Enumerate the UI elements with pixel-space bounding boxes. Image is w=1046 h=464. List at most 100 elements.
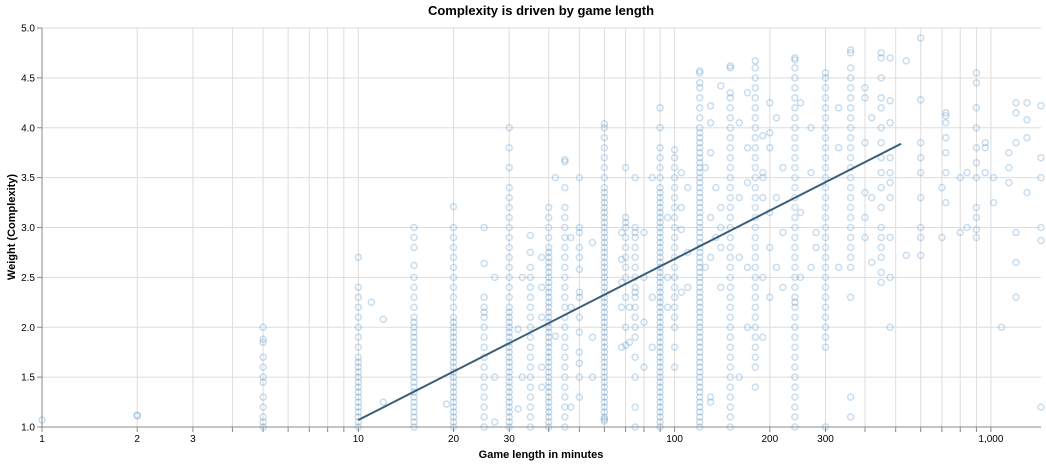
data-point bbox=[695, 268, 704, 277]
data-point bbox=[1005, 163, 1013, 172]
data-point bbox=[561, 383, 569, 391]
data-point bbox=[656, 104, 664, 112]
data-point bbox=[505, 303, 513, 312]
data-point bbox=[695, 104, 704, 112]
data-point bbox=[526, 343, 535, 351]
data-point bbox=[695, 348, 704, 356]
data-point bbox=[867, 193, 876, 202]
data-point bbox=[1037, 173, 1045, 182]
data-point bbox=[717, 283, 725, 292]
data-point bbox=[751, 163, 760, 172]
data-point bbox=[480, 323, 488, 332]
data-point bbox=[505, 313, 513, 322]
data-point bbox=[834, 104, 843, 112]
data-point bbox=[600, 258, 609, 267]
data-point bbox=[410, 368, 418, 376]
data-point bbox=[656, 218, 664, 227]
data-point bbox=[656, 233, 664, 242]
data-point bbox=[656, 418, 664, 426]
data-point bbox=[621, 323, 630, 332]
data-point bbox=[663, 213, 672, 222]
data-point bbox=[354, 333, 363, 341]
data-point bbox=[663, 303, 672, 312]
data-point bbox=[751, 173, 760, 182]
data-point bbox=[766, 243, 774, 252]
data-point bbox=[600, 343, 609, 351]
data-point bbox=[656, 223, 664, 232]
data-point bbox=[449, 233, 458, 242]
data-point bbox=[791, 413, 799, 421]
data-point bbox=[656, 268, 664, 277]
data-point bbox=[410, 373, 418, 381]
data-point bbox=[846, 183, 855, 192]
data-point bbox=[821, 153, 830, 162]
data-point bbox=[846, 413, 855, 421]
data-point bbox=[886, 119, 894, 127]
data-point bbox=[695, 173, 704, 182]
data-point bbox=[575, 313, 584, 322]
data-point bbox=[526, 413, 535, 421]
data-point bbox=[600, 393, 609, 401]
data-point bbox=[505, 193, 513, 202]
data-point bbox=[791, 173, 799, 182]
data-point bbox=[695, 343, 704, 351]
data-point bbox=[751, 57, 760, 65]
data-point bbox=[505, 223, 513, 232]
data-point bbox=[670, 283, 679, 292]
data-point bbox=[695, 323, 704, 332]
data-point bbox=[505, 233, 513, 242]
data-point bbox=[526, 383, 535, 391]
data-point bbox=[997, 323, 1006, 332]
data-point bbox=[600, 328, 609, 336]
data-point bbox=[656, 273, 664, 282]
data-point bbox=[1005, 148, 1013, 157]
data-point bbox=[259, 403, 267, 411]
data-point bbox=[449, 388, 458, 396]
data-point bbox=[410, 418, 418, 426]
data-point bbox=[695, 223, 704, 232]
data-point bbox=[617, 303, 626, 312]
data-point bbox=[821, 283, 830, 292]
data-point bbox=[544, 283, 553, 292]
data-point bbox=[544, 263, 553, 272]
data-point bbox=[821, 183, 830, 192]
data-point bbox=[807, 263, 815, 272]
data-point bbox=[791, 203, 799, 212]
data-point bbox=[942, 168, 950, 177]
data-point bbox=[821, 104, 830, 112]
data-point bbox=[354, 293, 363, 302]
data-point bbox=[695, 413, 704, 421]
data-point bbox=[834, 263, 843, 272]
data-point bbox=[600, 253, 609, 262]
y-tick-label: 2.5 bbox=[21, 273, 35, 284]
data-point bbox=[656, 348, 664, 356]
data-point bbox=[670, 243, 679, 252]
data-point bbox=[600, 323, 609, 332]
data-point bbox=[1012, 138, 1020, 147]
data-point bbox=[772, 193, 781, 202]
data-point bbox=[751, 94, 760, 102]
data-point bbox=[561, 393, 569, 401]
data-point bbox=[821, 253, 830, 262]
data-point bbox=[600, 408, 609, 416]
data-point bbox=[505, 263, 513, 272]
data-point bbox=[759, 273, 767, 282]
data-point bbox=[600, 163, 609, 172]
data-point bbox=[821, 223, 830, 232]
x-tick-label: 3 bbox=[190, 434, 196, 445]
data-point bbox=[575, 228, 584, 237]
data-point bbox=[631, 288, 639, 297]
data-point bbox=[670, 303, 679, 312]
data-point bbox=[751, 253, 760, 262]
data-point bbox=[695, 273, 704, 282]
data-point bbox=[695, 378, 704, 386]
data-point bbox=[600, 368, 609, 376]
data-point bbox=[354, 373, 363, 381]
data-point bbox=[902, 57, 911, 65]
data-point bbox=[354, 363, 363, 371]
data-point bbox=[410, 358, 418, 366]
data-point bbox=[505, 203, 513, 212]
data-point bbox=[505, 403, 513, 411]
data-point bbox=[877, 253, 885, 262]
data-point bbox=[942, 133, 950, 142]
